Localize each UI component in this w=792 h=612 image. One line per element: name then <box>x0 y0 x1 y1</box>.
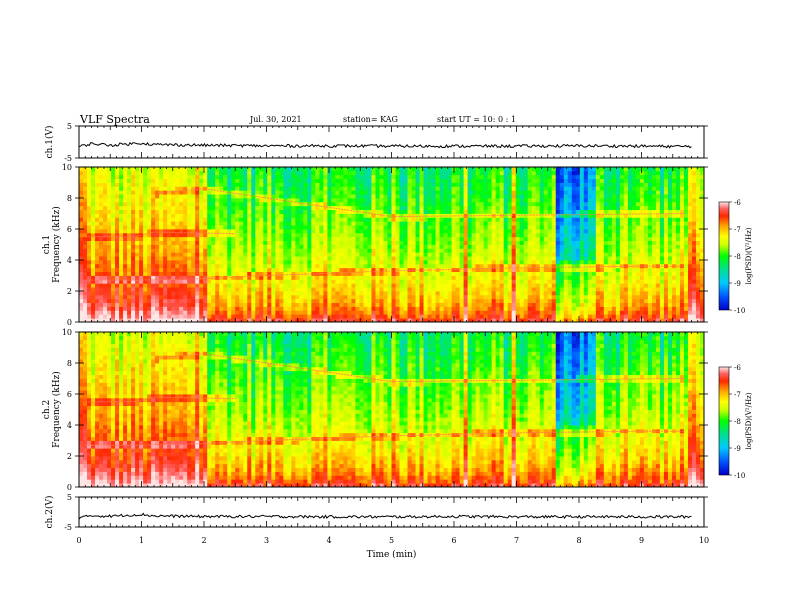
ylabel-s1: Frequency (kHz) <box>51 206 62 283</box>
ytick-label-s2-0: 0 <box>67 483 72 492</box>
xlabel: Time (min) <box>367 549 417 560</box>
waveform-trace-2 <box>78 512 692 520</box>
xtick-label-9: 9 <box>639 536 644 545</box>
spectrogram-image-2 <box>79 332 705 488</box>
emission-line-1-2 <box>153 188 686 218</box>
colorbar-tick-1-2: -8 <box>734 253 741 261</box>
xtick-label-10: 10 <box>699 536 709 545</box>
colorbar-tick-2-2: -8 <box>734 418 741 426</box>
colorbar-tick-2-0: -6 <box>734 364 741 372</box>
ytick-label-w1-0: 5 <box>67 122 72 131</box>
ylabel-s2: Frequency (kHz) <box>51 371 62 448</box>
ytick-label-s2-1: 2 <box>67 452 72 461</box>
xtick-label-3: 3 <box>264 536 269 545</box>
emission-line-2-2 <box>153 353 686 383</box>
ylabel-channel-s2: ch.2 <box>42 400 52 419</box>
ylabel-w1: ch.1(V) <box>44 126 55 159</box>
xtick-label-6: 6 <box>451 536 456 545</box>
ylabel-w2: ch.2(V) <box>44 496 55 529</box>
emission-line-1-0 <box>85 265 686 281</box>
start-time-label: start UT = 10: 0 : 1 <box>437 115 516 124</box>
colorbar-tick-1-0: -6 <box>734 199 741 207</box>
ytick-label-s1-5: 10 <box>62 163 72 172</box>
xtick-label-1: 1 <box>139 536 144 545</box>
ytick-label-s1-4: 8 <box>67 194 72 203</box>
colorbar-tick-2-4: -10 <box>734 472 745 480</box>
colorbar-tick-1-4: -10 <box>734 307 745 315</box>
date-label: Jul. 30, 2021 <box>250 115 302 124</box>
colorbar-tick-2-3: -9 <box>734 445 741 453</box>
waveform-trace-1 <box>78 141 692 149</box>
figure-title: VLF Spectra <box>80 113 150 126</box>
ytick-label-w2-1: -5 <box>64 523 72 532</box>
emission-line-1-1 <box>85 231 236 238</box>
spectrogram-image-1 <box>79 167 705 323</box>
emission-line-2-1 <box>85 396 236 403</box>
station-label: station= KAG <box>343 115 398 124</box>
ytick-label-w1-1: -5 <box>64 154 72 163</box>
colorbar-tick-1-3: -9 <box>734 280 741 288</box>
xtick-label-5: 5 <box>389 536 394 545</box>
xtick-label-0: 0 <box>76 536 81 545</box>
colorbar-label-1: log(PSD)(V²/Hz) <box>745 227 753 284</box>
ytick-label-s2-4: 8 <box>67 359 72 368</box>
ytick-label-s1-1: 2 <box>67 287 72 296</box>
ytick-label-s2-5: 10 <box>62 328 72 337</box>
ytick-label-s2-2: 4 <box>67 421 72 430</box>
xtick-label-7: 7 <box>514 536 519 545</box>
colorbar-label-2: log(PSD)(V²/Hz) <box>745 392 753 449</box>
xtick-label-2: 2 <box>201 536 206 545</box>
ytick-label-w2-0: 5 <box>67 493 72 502</box>
ytick-label-s1-2: 4 <box>67 256 72 265</box>
ylabel-channel-s1: ch.1 <box>42 235 52 254</box>
ytick-label-s2-3: 6 <box>67 390 72 399</box>
colorbar-tick-1-1: -7 <box>734 226 741 234</box>
xtick-label-8: 8 <box>576 536 581 545</box>
emission-line-2-0 <box>85 430 686 446</box>
colorbar-1 <box>718 201 730 311</box>
ytick-label-s1-0: 0 <box>67 318 72 327</box>
colorbar-2 <box>718 366 730 476</box>
colorbar-tick-2-1: -7 <box>734 391 741 399</box>
xtick-label-4: 4 <box>326 536 331 545</box>
ytick-label-s1-3: 6 <box>67 225 72 234</box>
